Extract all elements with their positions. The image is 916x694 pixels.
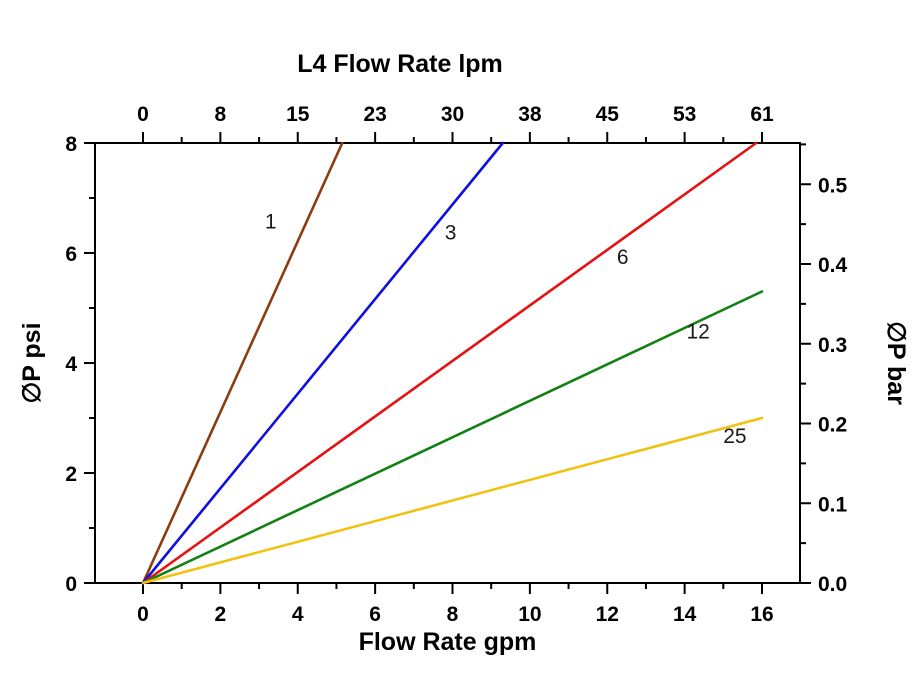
series-label-3: 3 [445, 221, 457, 244]
x-axis-bottom-tick-label: 4 [292, 603, 304, 626]
series-label-1: 1 [265, 210, 277, 233]
y-axis-left-tick-label: 0 [65, 573, 77, 596]
y-axis-right-tick-label: 0.2 [818, 414, 847, 437]
y-axis-right-tick-label: 0.5 [818, 174, 848, 197]
series-label-6: 6 [617, 246, 629, 269]
x-axis-bottom-tick-label: 8 [447, 603, 459, 626]
x-axis-bottom-tick-label: 10 [518, 603, 541, 626]
series-line-6 [141, 141, 758, 585]
x-axis-bottom-tick-label: 0 [137, 603, 149, 626]
y-axis-left-tick-label: 6 [65, 243, 77, 266]
top-axis-title: L4 Flow Rate lpm [297, 50, 503, 78]
x-axis-top-tick-label: 0 [137, 103, 149, 126]
y-axis-left-tick-label: 2 [65, 463, 77, 486]
series-line-25 [141, 416, 764, 585]
series-line-12 [141, 290, 764, 585]
series-label-12: 12 [686, 320, 709, 343]
y-axis-right-tick-label: 0.0 [818, 573, 847, 596]
y-axis-right-tick-label: 0.3 [818, 334, 847, 357]
x-axis-bottom-tick-label: 12 [596, 603, 619, 626]
x-axis-top-tick-label: 45 [596, 103, 620, 126]
series-line-3 [141, 141, 505, 585]
x-axis-bottom-tick-label: 6 [369, 603, 381, 626]
x-axis-top-tick-label: 61 [750, 103, 774, 126]
series-line-1 [141, 141, 344, 585]
x-axis-bottom-tick-label: 14 [673, 603, 697, 626]
x-axis-top-tick-label: 53 [673, 103, 696, 126]
x-axis-bottom-tick-label: 16 [750, 603, 773, 626]
x-axis-top-tick-label: 8 [215, 103, 227, 126]
right-axis-title: ∅P bar [882, 321, 910, 405]
series-label-25: 25 [723, 425, 746, 448]
x-axis-top-tick-label: 23 [363, 103, 386, 126]
bottom-axis-title: Flow Rate gpm [359, 628, 537, 656]
y-axis-right-tick-label: 0.1 [818, 493, 848, 516]
left-axis-title: ∅P psi [18, 322, 46, 403]
y-axis-left-tick-label: 4 [65, 353, 77, 376]
x-axis-top-tick-label: 30 [441, 103, 464, 126]
x-axis-bottom-tick-label: 2 [215, 603, 227, 626]
y-axis-right-tick-label: 0.4 [818, 254, 848, 277]
y-axis-left-tick-label: 8 [65, 133, 77, 156]
x-axis-top-tick-label: 15 [286, 103, 310, 126]
x-axis-top-tick-label: 38 [518, 103, 542, 126]
